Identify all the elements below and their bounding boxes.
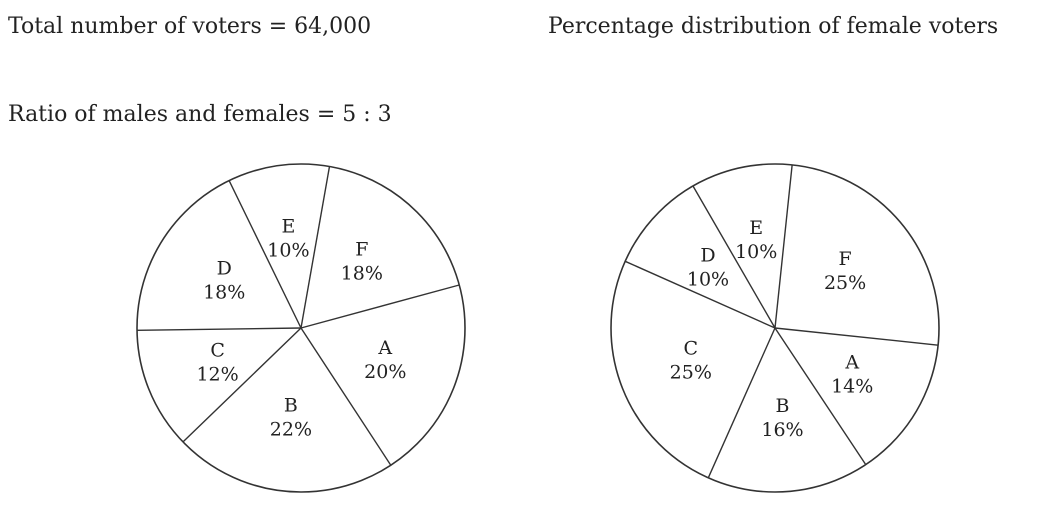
- right-pie-slice-value-b: 16%: [761, 419, 803, 441]
- right-pie-slice-c-edge: [707, 327, 776, 479]
- pie-chart-left: F18%A20%B22%C12%D18%E10%: [136, 163, 466, 493]
- pie-chart-right: F25%A14%B16%C25%D10%E10%: [610, 163, 940, 493]
- right-pie-slice-value-a: 14%: [831, 376, 873, 398]
- right-pie-slice-label-b: B: [776, 395, 790, 417]
- left-pie-slice-label-b: B: [284, 395, 298, 417]
- total-voters-text: Total number of voters = 64,000: [8, 14, 372, 39]
- left-pie-slice-label-e: E: [281, 216, 295, 238]
- right-pie-slice-value-c: 25%: [670, 361, 712, 383]
- left-pie-slice-value-d: 18%: [203, 282, 245, 304]
- left-pie-outline: [136, 163, 466, 493]
- right-pie-outline: [610, 163, 940, 493]
- left-pie-slice-label-f: F: [355, 238, 368, 260]
- right-pie-slice-label-d: D: [700, 245, 715, 267]
- left-pie-slice-label-c: C: [210, 339, 225, 361]
- right-pie-slice-value-d: 10%: [687, 269, 729, 291]
- left-pie-slice-d-edge: [137, 327, 302, 331]
- right-pie-slice-e-edge: [692, 185, 776, 329]
- right-pie-slice-value-e: 10%: [735, 241, 777, 263]
- left-pie-slice-label-a: A: [377, 337, 392, 359]
- left-pie-slice-c-edge: [182, 327, 302, 443]
- right-pie-slice-label-f: F: [839, 248, 852, 270]
- right-pie-slice-b-edge: [774, 327, 867, 465]
- right-pie-slice-f-edge: [774, 164, 793, 329]
- left-pie-slice-e-edge: [228, 180, 302, 329]
- left-pie-slice-value-a: 20%: [364, 361, 406, 383]
- right-pie-slice-value-f: 25%: [824, 272, 866, 294]
- female-distribution-title: Percentage distribution of female voters: [548, 14, 999, 39]
- left-pie-slice-b-edge: [300, 327, 392, 466]
- left-pie-slice-value-f: 18%: [341, 262, 383, 284]
- left-pie-slice-f-edge: [300, 166, 331, 329]
- right-pie-slice-a-edge: [774, 327, 939, 346]
- right-pie-slice-d-edge: [624, 260, 776, 329]
- left-pie-slice-value-c: 12%: [196, 363, 238, 385]
- right-pie-slice-label-c: C: [684, 337, 699, 359]
- right-pie-slice-label-e: E: [749, 217, 763, 239]
- left-pie-slice-label-d: D: [217, 258, 232, 280]
- right-pie-slice-label-a: A: [844, 352, 859, 374]
- left-pie-slice-value-b: 22%: [270, 419, 312, 441]
- left-pie-slice-a-edge: [300, 284, 460, 329]
- left-pie-slice-value-e: 10%: [267, 240, 309, 262]
- ratio-text: Ratio of males and females = 5 : 3: [8, 102, 392, 127]
